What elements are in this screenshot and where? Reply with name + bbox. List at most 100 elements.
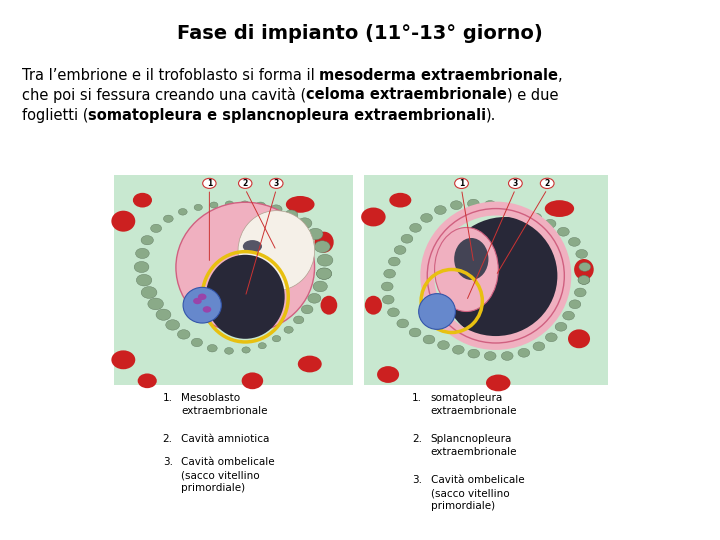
Circle shape: [530, 213, 541, 222]
Ellipse shape: [242, 373, 264, 389]
Circle shape: [203, 178, 216, 188]
Circle shape: [163, 215, 174, 222]
Text: celoma extraembrionale: celoma extraembrionale: [306, 87, 507, 103]
Circle shape: [302, 305, 313, 314]
Circle shape: [258, 343, 266, 349]
Circle shape: [569, 300, 581, 309]
Ellipse shape: [442, 217, 570, 343]
Circle shape: [166, 320, 179, 330]
Text: 1.: 1.: [163, 393, 173, 403]
Circle shape: [240, 201, 250, 208]
Circle shape: [297, 218, 312, 228]
Ellipse shape: [176, 202, 315, 333]
Circle shape: [438, 341, 449, 349]
Circle shape: [225, 348, 233, 354]
Circle shape: [454, 178, 469, 188]
Ellipse shape: [486, 375, 510, 392]
Ellipse shape: [112, 211, 135, 232]
Text: Cavità ombelicale
(sacco vitellino
primordiale): Cavità ombelicale (sacco vitellino primo…: [431, 475, 524, 511]
Circle shape: [451, 201, 462, 210]
Text: foglietti (: foglietti (: [22, 108, 88, 123]
Circle shape: [500, 204, 512, 213]
Ellipse shape: [365, 296, 382, 315]
Circle shape: [238, 178, 252, 188]
Ellipse shape: [243, 240, 262, 253]
Circle shape: [210, 202, 218, 208]
Ellipse shape: [112, 350, 135, 369]
Circle shape: [194, 204, 202, 211]
Text: 2.: 2.: [412, 434, 422, 444]
Circle shape: [255, 202, 266, 210]
Circle shape: [150, 224, 161, 233]
Circle shape: [382, 282, 393, 291]
Text: 1: 1: [459, 179, 464, 188]
Ellipse shape: [574, 259, 594, 280]
Text: somatopleura e splancnopleura extraembrionali: somatopleura e splancnopleura extraembri…: [88, 108, 486, 123]
Circle shape: [579, 262, 590, 271]
Circle shape: [434, 206, 446, 214]
Circle shape: [384, 269, 395, 278]
Circle shape: [284, 326, 293, 333]
Circle shape: [555, 322, 567, 331]
Circle shape: [179, 208, 187, 215]
Circle shape: [485, 200, 496, 210]
Circle shape: [294, 316, 304, 324]
Circle shape: [397, 319, 409, 328]
Circle shape: [452, 346, 464, 354]
Ellipse shape: [320, 296, 337, 315]
Circle shape: [177, 330, 190, 339]
Circle shape: [382, 295, 394, 304]
Circle shape: [569, 238, 580, 246]
Circle shape: [308, 293, 321, 303]
Circle shape: [410, 224, 421, 232]
Circle shape: [485, 352, 496, 360]
Circle shape: [467, 199, 480, 208]
Circle shape: [508, 178, 522, 188]
Circle shape: [141, 235, 153, 245]
Text: 2: 2: [243, 179, 248, 188]
Text: 3: 3: [513, 179, 518, 188]
Bar: [364, 175, 608, 385]
Circle shape: [395, 246, 406, 254]
Circle shape: [207, 345, 217, 352]
Ellipse shape: [361, 207, 386, 226]
Circle shape: [576, 249, 588, 258]
Ellipse shape: [286, 196, 315, 213]
Bar: [114, 175, 353, 385]
Circle shape: [578, 275, 590, 285]
Circle shape: [136, 274, 152, 286]
Text: Mesoblasto
extraembrionale: Mesoblasto extraembrionale: [181, 393, 268, 416]
Text: Fase di impianto (11°-13° giorno): Fase di impianto (11°-13° giorno): [177, 24, 543, 43]
Circle shape: [307, 228, 323, 240]
Ellipse shape: [206, 255, 284, 339]
Text: Tra l’embrione e il trofoblasto si forma il: Tra l’embrione e il trofoblasto si forma…: [22, 68, 319, 83]
Text: 3.: 3.: [163, 457, 173, 468]
Text: 2.: 2.: [163, 434, 173, 444]
Circle shape: [578, 275, 590, 285]
Circle shape: [148, 298, 163, 310]
Circle shape: [315, 241, 330, 253]
Circle shape: [546, 333, 557, 342]
Text: 1.: 1.: [412, 393, 422, 403]
Circle shape: [575, 288, 586, 297]
Circle shape: [313, 281, 328, 292]
Circle shape: [388, 257, 400, 266]
Text: mesoderma extraembrionale: mesoderma extraembrionale: [319, 68, 558, 83]
Circle shape: [225, 201, 234, 207]
Circle shape: [540, 178, 554, 188]
Circle shape: [198, 294, 207, 300]
Ellipse shape: [419, 294, 456, 329]
Ellipse shape: [545, 200, 574, 217]
Circle shape: [563, 311, 575, 320]
Text: somatopleura
extraembrionale: somatopleura extraembrionale: [431, 393, 517, 416]
Circle shape: [141, 287, 157, 299]
Text: 1: 1: [207, 179, 212, 188]
Circle shape: [420, 213, 433, 222]
Circle shape: [242, 347, 251, 353]
Text: 3.: 3.: [412, 475, 422, 485]
Text: ,: ,: [558, 68, 562, 83]
Text: Cavità amniotica: Cavità amniotica: [181, 434, 270, 444]
Circle shape: [518, 348, 530, 357]
Ellipse shape: [377, 366, 399, 383]
Ellipse shape: [454, 238, 488, 280]
